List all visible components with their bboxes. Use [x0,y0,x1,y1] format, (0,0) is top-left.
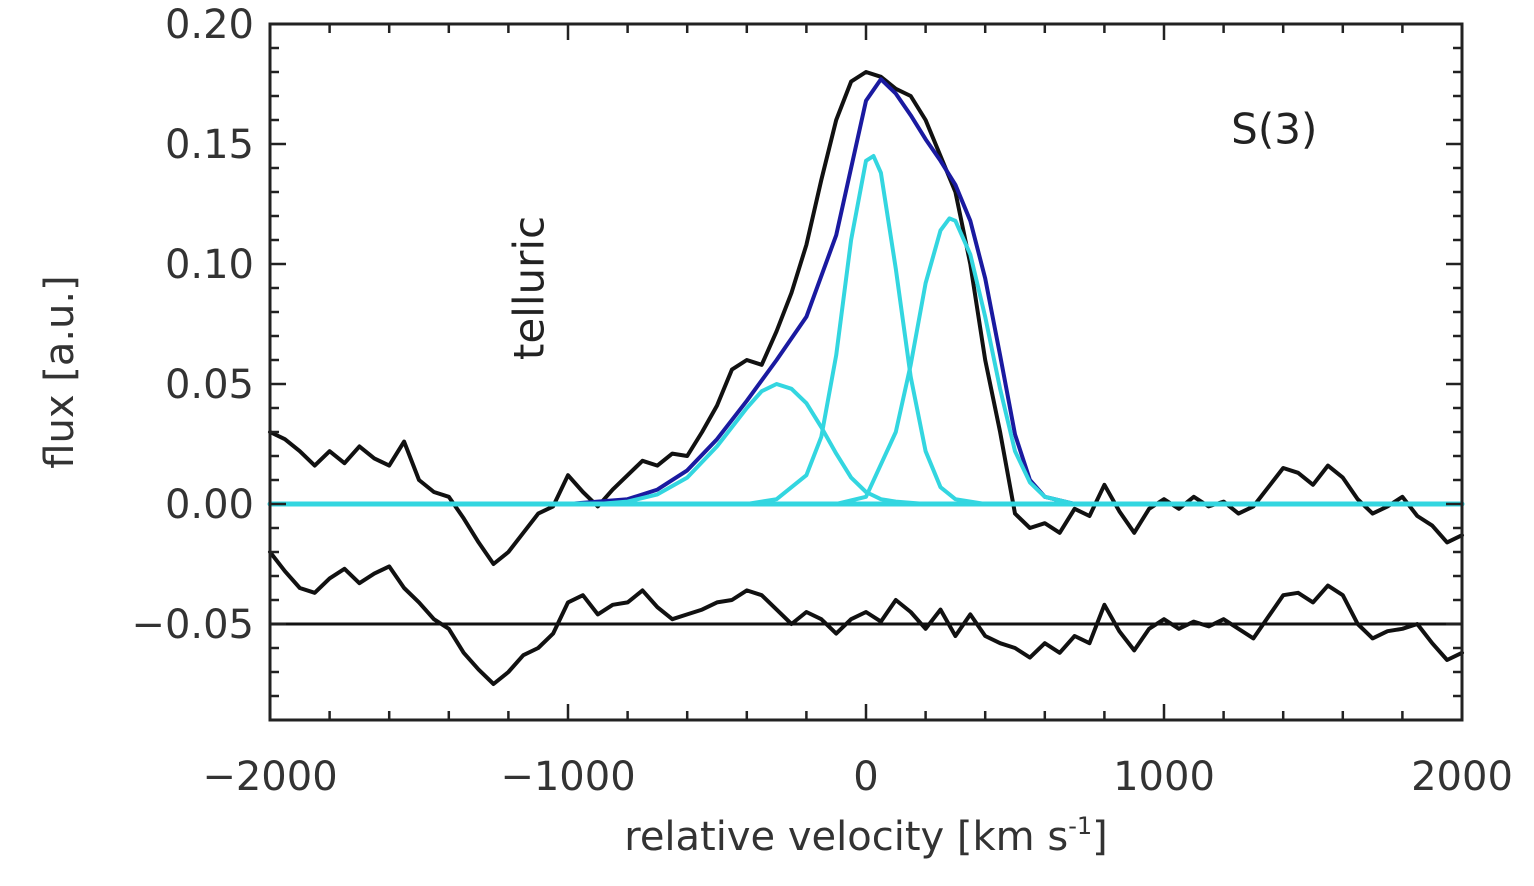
x-axis-title: relative velocity [km s-1] [624,812,1107,860]
annotation-0: telluric [505,216,554,360]
series-line-component-7 [268,216,1464,506]
y-tick-label: 0.05 [165,362,254,408]
plot-lines [267,70,1465,686]
x-axis-title-superscript: -1 [1068,812,1092,840]
y-tick-label: 0.00 [165,482,254,528]
annotation-1: S(3) [1231,105,1317,154]
annotations: telluric S(3) [505,105,1318,361]
y-tick-label: 0.10 [165,242,254,288]
x-tick-label: −1000 [500,754,635,800]
series-line-component-5 [268,382,1464,506]
series-line-residual-2 [268,550,1464,686]
y-tick-label: 0.20 [165,2,254,48]
x-axis-title-end: ] [1092,814,1108,860]
x-tick-label: 0 [853,754,878,800]
x-axis-title-main: relative velocity [km s [624,814,1068,860]
y-axis-title: flux [a.u.] [37,275,83,468]
x-tick-label: 2000 [1411,754,1513,800]
tick-labels: −2000 −1000 0 1000 2000 −0.05 0.00 0.05 0.10 0.15… [131,2,1512,800]
series-line-spectrum-3 [268,70,1464,566]
series-line-component-6 [268,154,1464,506]
axis-ticks [268,22,1464,722]
y-tick-label: −0.05 [131,602,254,648]
x-tick-label: 1000 [1113,754,1215,800]
x-tick-label: −2000 [202,754,337,800]
y-tick-label: 0.15 [165,122,254,168]
